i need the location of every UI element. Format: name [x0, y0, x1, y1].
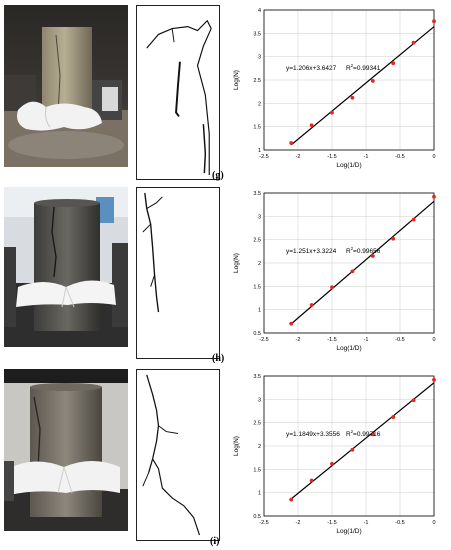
data-point: [370, 254, 375, 258]
data-point: [289, 141, 294, 145]
y-tick-label: 1: [258, 308, 261, 314]
y-axis-label: Log(N): [233, 253, 240, 273]
fit-line: [290, 26, 435, 146]
data-point: [391, 415, 396, 419]
data-point: [411, 40, 416, 45]
data-point: [432, 194, 436, 199]
y-tick-label: 3: [258, 397, 261, 403]
x-tick-label: 0: [432, 337, 435, 343]
equation-label: y=1.251x+3.3224: [286, 248, 337, 255]
data-point: [309, 123, 314, 128]
x-tick-label: -0.5: [395, 337, 404, 343]
panel-label-h: (h): [212, 353, 225, 364]
y-tick-label: 1.5: [253, 284, 261, 290]
x-tick-label: 0: [432, 520, 435, 526]
x-tick-label: -2: [296, 154, 301, 160]
r-squared-label: R2=0.99716: [346, 429, 381, 438]
x-tick-label: -2.5: [259, 337, 268, 343]
data-point: [411, 398, 416, 403]
data-point: [432, 377, 436, 382]
panel-g: 1 1.5 2 2.5 3 3.5 4 -2.5 -2 -1.5 -1 -0.5 0 y=1.206x…: [0, 0, 451, 182]
y-tick-label: 2.5: [253, 78, 261, 84]
data-point: [330, 461, 334, 466]
x-axis-label: Log(1/D): [336, 528, 361, 535]
y-tick-label: 3: [258, 55, 261, 61]
crack-sketch-i: [136, 369, 220, 541]
y-tick-label: 2.5: [253, 421, 261, 427]
data-point: [432, 19, 436, 24]
data-point: [411, 217, 416, 222]
y-tick-label: 2: [258, 101, 261, 107]
x-tick-label: -1: [364, 520, 369, 526]
x-tick-label: -0.5: [395, 520, 404, 526]
r-squared-label: R2=0.99656: [346, 246, 381, 255]
data-point: [350, 447, 355, 452]
y-tick-label: 2: [258, 261, 261, 267]
x-tick-label: 0: [432, 154, 435, 160]
y-tick-label: 3: [258, 214, 261, 220]
r-squared-label: R2=0.99341: [346, 63, 381, 72]
fit-line: [290, 382, 435, 500]
x-tick-label: -2: [296, 520, 301, 526]
panel-label-g: (g): [212, 170, 224, 181]
specimen-photo-i: [4, 369, 128, 531]
y-tick-label: 2: [258, 444, 261, 450]
panel-label-i: (i): [210, 536, 220, 547]
data-point: [350, 269, 355, 274]
data-point: [370, 432, 375, 437]
y-tick-label: 0.5: [253, 331, 261, 337]
chart-i: 0.5 1 1.5 2 2.5 3 3.5 -2.5 -2 -1.5 -1 -0.5 0 y=1.18…: [233, 374, 436, 535]
data-point: [350, 95, 355, 100]
specimen-photo-h: [4, 187, 128, 347]
x-axis-label: Log(1/D): [336, 345, 361, 352]
y-tick-label: 3.5: [253, 31, 261, 37]
crack-sketch-h: [136, 187, 220, 359]
x-tick-label: -1.5: [327, 154, 336, 160]
data-point: [391, 61, 396, 66]
y-tick-label: 1: [258, 148, 261, 154]
data-point: [289, 321, 294, 326]
x-tick-label: -0.5: [395, 154, 404, 160]
y-tick-label: 3.5: [253, 191, 261, 197]
y-tick-label: 1: [258, 491, 261, 497]
panel-i: 0.5 1 1.5 2 2.5 3 3.5 -2.5 -2 -1.5 -1 -0.5 0 y=1.18…: [0, 366, 451, 550]
y-tick-label: 1.5: [253, 125, 261, 131]
specimen-photo-g: [4, 5, 128, 167]
data-point: [370, 79, 375, 83]
y-axis-label: Log(N): [233, 70, 240, 90]
equation-label: y=1.206x+3.6427: [286, 65, 337, 72]
data-point: [391, 236, 396, 241]
data-point: [330, 110, 334, 115]
x-tick-label: -1: [364, 154, 369, 160]
y-tick-label: 1.5: [253, 467, 261, 473]
x-axis-label: Log(1/D): [336, 162, 361, 169]
crack-sketch-g: [136, 5, 220, 180]
data-point: [289, 497, 294, 502]
equation-label: y=1.1849x+3.3556: [286, 431, 340, 438]
chart-h: 0.5 1 1.5 2 2.5 3 3.5 -2.5 -2 -1.5 -1 -0.5 0 y=1.25…: [233, 191, 436, 352]
y-tick-label: 0.5: [253, 514, 261, 520]
data-point: [330, 285, 334, 290]
data-point: [309, 303, 314, 307]
x-tick-label: -2: [296, 337, 301, 343]
x-tick-label: -1.5: [327, 337, 336, 343]
y-tick-label: 4: [258, 8, 261, 14]
panel-h: 0.5 1 1.5 2 2.5 3 3.5 -2.5 -2 -1.5 -1 -0.5 0 y=1.25…: [0, 183, 451, 365]
y-axis-label: Log(N): [233, 436, 240, 456]
y-tick-label: 2.5: [253, 238, 261, 244]
x-tick-label: -2.5: [259, 520, 268, 526]
y-tick-label: 3.5: [253, 374, 261, 380]
chart-g: 1 1.5 2 2.5 3 3.5 4 -2.5 -2 -1.5 -1 -0.5 0 y=1.206x…: [233, 8, 436, 169]
x-tick-label: -1: [364, 337, 369, 343]
x-tick-label: -2.5: [259, 154, 268, 160]
x-tick-label: -1.5: [327, 520, 336, 526]
data-point: [309, 478, 314, 483]
fit-line: [290, 200, 435, 325]
